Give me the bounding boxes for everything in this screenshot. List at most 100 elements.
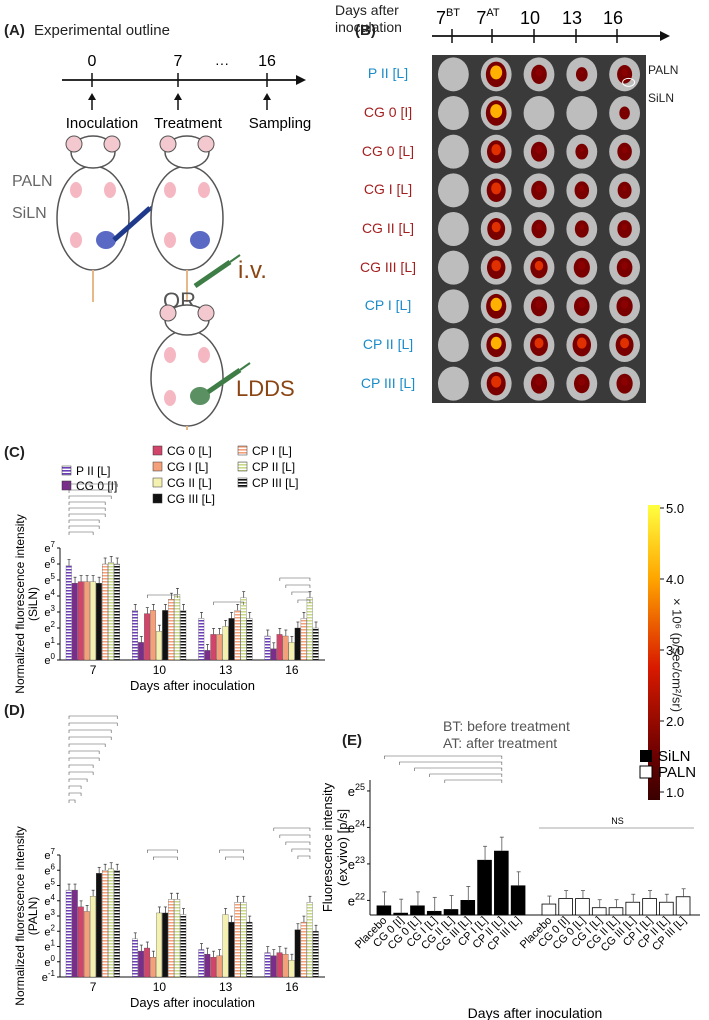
bar xyxy=(443,909,459,916)
bar xyxy=(276,634,283,661)
mouse-image xyxy=(437,366,469,401)
bar xyxy=(71,889,78,978)
row-label: CP III [L] xyxy=(360,374,416,391)
day-tick-label: 16 xyxy=(603,8,623,28)
x-axis-title: Days after inoculation xyxy=(468,1005,603,1020)
bar xyxy=(477,859,492,916)
y-tick-label: e0 xyxy=(44,954,55,969)
signal-core xyxy=(621,300,629,309)
signal-core xyxy=(621,261,628,270)
signal-core xyxy=(535,300,543,309)
bar xyxy=(83,911,90,978)
significance-bracket xyxy=(68,501,106,505)
bar xyxy=(162,912,169,978)
bar xyxy=(89,581,96,661)
x-tick-label: 10 xyxy=(153,663,167,677)
y-tick-label: e2 xyxy=(44,923,55,938)
experimental-outline-diagram: 0 7 ··· 16 Inoculation Treatment Samplin… xyxy=(12,53,312,430)
bar xyxy=(71,583,78,661)
route-ldds: LDDS xyxy=(236,376,295,401)
ns-label: NS xyxy=(611,816,624,826)
signal-core xyxy=(621,223,628,231)
bar xyxy=(162,610,169,661)
mouse-image xyxy=(437,57,469,92)
signal-core xyxy=(580,147,584,152)
bar xyxy=(102,870,108,978)
x-tick-label: 16 xyxy=(285,980,299,994)
panel-b-row-labels: P II [L] CG 0 [I] CG 0 [L] CG I [L] CG II [L… xyxy=(345,55,431,403)
signal-core xyxy=(491,375,502,388)
signal-core xyxy=(577,337,587,349)
signal-core xyxy=(491,260,501,272)
row-label: CG 0 [L] xyxy=(361,142,415,159)
signal-core xyxy=(579,224,585,230)
row-label: CG III [L] xyxy=(359,258,416,275)
event-sampling: Sampling xyxy=(249,115,312,132)
y-tick-label: e1 xyxy=(44,636,55,651)
y-tick-label: e7 xyxy=(44,540,55,555)
significance-bracket xyxy=(285,584,311,588)
significance-bracket xyxy=(68,743,106,747)
signal-core xyxy=(621,146,628,153)
node-label-paln: PALN xyxy=(12,173,53,190)
bar xyxy=(108,562,114,661)
significance-bracket xyxy=(68,785,82,789)
legend-swatch xyxy=(237,445,248,456)
event-inoculation: Inoculation xyxy=(66,115,139,132)
bar xyxy=(276,952,283,978)
axis-title-line-1: Days after xyxy=(335,2,399,18)
bar xyxy=(270,955,277,978)
y-tick-label: e6 xyxy=(44,862,55,877)
bar xyxy=(312,627,319,661)
signal-core xyxy=(579,185,585,192)
signal-blob xyxy=(575,67,588,82)
bar xyxy=(246,921,253,978)
mouse-image xyxy=(437,95,469,131)
panel-d-label: (D) xyxy=(4,702,25,719)
significance-bracket xyxy=(297,855,311,859)
bar xyxy=(180,914,187,978)
significance-bracket xyxy=(414,767,503,771)
legend-entry: CP II [L] xyxy=(252,460,295,474)
bar xyxy=(65,889,72,978)
bar xyxy=(642,898,657,916)
imaging-cells xyxy=(437,57,641,401)
signal-core xyxy=(620,337,630,349)
bar xyxy=(216,955,223,978)
mouse-image xyxy=(523,95,555,131)
colorbar-tick-label: 1.0 xyxy=(666,785,684,800)
bar xyxy=(426,910,442,916)
bar xyxy=(144,613,150,661)
bar xyxy=(156,912,163,978)
legend-swatch xyxy=(61,465,72,476)
significance-bracket xyxy=(68,513,106,517)
y-axis-title: Normalized fluorescence intensity(SiLN) xyxy=(13,514,40,693)
bar xyxy=(108,868,114,978)
bar xyxy=(132,610,138,661)
bar xyxy=(77,906,84,978)
legend-swatch xyxy=(640,750,652,762)
row-label: CP I [L] xyxy=(364,297,412,314)
legend-swatch xyxy=(237,477,248,488)
bar xyxy=(83,581,90,661)
y-tick-label: e4 xyxy=(44,588,55,603)
y-tick-label: e4 xyxy=(44,893,55,908)
timeline-tick-label-16: 16 xyxy=(258,53,276,70)
bar xyxy=(264,952,271,978)
signal-core xyxy=(578,261,586,270)
legend-entry: PALN xyxy=(658,764,696,781)
signal-core xyxy=(578,300,586,309)
significance-bracket xyxy=(68,764,94,768)
significance-bracket xyxy=(384,755,503,759)
day-tick-label: 7BT xyxy=(436,7,460,28)
row-label: CG I [L] xyxy=(363,181,413,198)
colorbar-gradient xyxy=(648,505,660,800)
bar xyxy=(228,618,235,661)
significance-bracket xyxy=(68,799,76,803)
route-iv: i.v. xyxy=(238,257,267,284)
colorbar-tick-label: 3.0 xyxy=(666,643,684,658)
x-tick-label: 7 xyxy=(90,663,97,677)
